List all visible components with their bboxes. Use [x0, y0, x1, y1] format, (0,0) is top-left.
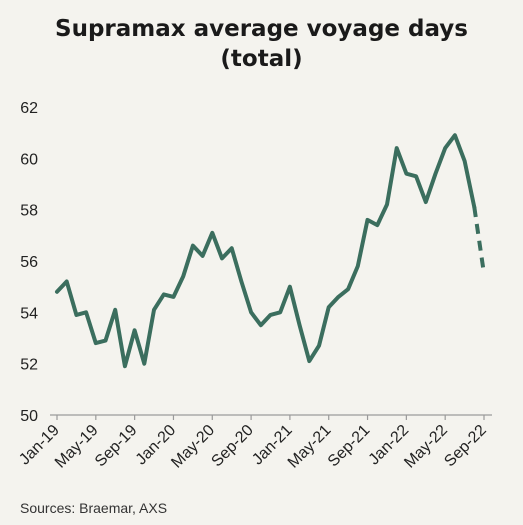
- chart-title: Supramax average voyage days (total): [0, 14, 523, 74]
- y-tick-label: 52: [20, 357, 38, 374]
- x-tick-label: May-20: [168, 422, 218, 472]
- y-tick-label: 54: [20, 305, 38, 322]
- source-note: Sources: Braemar, AXS: [20, 500, 168, 516]
- series-line-solid: [55, 133, 477, 369]
- x-tick-label: May-19: [52, 422, 102, 472]
- y-tick-label: 58: [20, 203, 38, 220]
- x-tick-label: Sep-21: [325, 422, 374, 471]
- y-tick-label: 60: [20, 151, 38, 168]
- x-tick-label: Sep-20: [208, 422, 257, 471]
- y-tick-label: 62: [20, 100, 38, 117]
- series-line-dashed: [472, 206, 486, 275]
- x-tick-label: Sep-22: [441, 422, 490, 471]
- x-tick-label: Sep-19: [92, 422, 141, 471]
- x-tick-label: May-21: [285, 422, 335, 472]
- y-tick-label: 56: [20, 254, 38, 271]
- chart-title-line-2: (total): [220, 46, 303, 72]
- y-tick-label: 50: [20, 408, 38, 425]
- chart-title-line-1: Supramax average voyage days: [55, 16, 468, 42]
- x-tick-label: May-22: [401, 422, 451, 472]
